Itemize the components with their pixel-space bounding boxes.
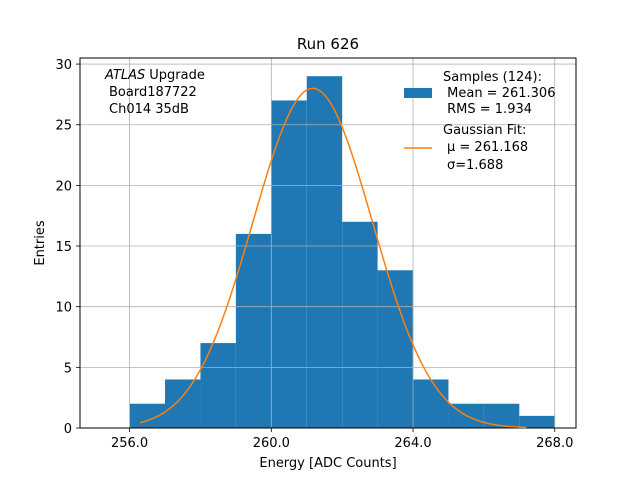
histogram-bar <box>377 270 414 428</box>
y-tick-label: 20 <box>55 179 72 194</box>
x-axis-label: Energy [ADC Counts] <box>259 456 396 471</box>
histogram-bar <box>342 221 378 428</box>
atlas-upgrade: Upgrade <box>149 68 205 83</box>
chart-title: Run 626 <box>297 35 359 53</box>
x-tick-label: 256.0 <box>111 436 148 451</box>
legend-samples-title: Samples (124): <box>443 70 542 85</box>
x-tick-label: 268.0 <box>536 436 573 451</box>
histogram-bar <box>235 233 272 428</box>
y-tick-label: 30 <box>55 58 72 73</box>
legend-samples-mean: Mean = 261.306 <box>443 86 555 101</box>
x-tick-label: 260.0 <box>253 436 290 451</box>
histogram-bar <box>165 379 201 428</box>
histogram-bar <box>200 343 236 428</box>
x-axis-ticks: 256.0 260.0 264.0 268.0 <box>111 428 573 451</box>
legend-fit-sigma: σ=1.688 <box>447 158 503 173</box>
y-axis-label: Entries <box>33 220 48 266</box>
y-tick-label: 25 <box>55 119 72 134</box>
atlas-annotation-line-1: ATLAS Upgrade <box>104 68 205 83</box>
legend-samples-rms: RMS = 1.934 <box>443 102 532 117</box>
x-tick-label: 264.0 <box>394 436 431 451</box>
legend-samples-swatch <box>404 88 432 98</box>
y-tick-label: 15 <box>55 240 72 255</box>
legend-fit-mu: μ = 261.168 <box>447 140 528 155</box>
legend-fit-title: Gaussian Fit: <box>443 123 526 138</box>
histogram-bar <box>413 379 449 428</box>
y-tick-label: 10 <box>55 301 72 316</box>
channel-annotation: Ch014 35dB <box>109 102 189 117</box>
histogram-bar <box>519 415 555 428</box>
atlas-italic: ATLAS <box>104 68 145 83</box>
histogram-bar <box>271 100 307 428</box>
plot-frame <box>79 57 577 429</box>
legend: Samples (124): Mean = 261.306 RMS = 1.93… <box>404 70 555 173</box>
histogram-bar <box>306 76 343 429</box>
gaussian-fit-curve <box>140 87 527 429</box>
board-annotation: Board187722 <box>109 85 197 100</box>
histogram-bars <box>129 76 555 429</box>
y-axis-ticks: 0 5 10 15 20 25 30 <box>55 58 80 437</box>
y-tick-label: 0 <box>64 422 72 437</box>
y-tick-label: 5 <box>64 361 72 376</box>
